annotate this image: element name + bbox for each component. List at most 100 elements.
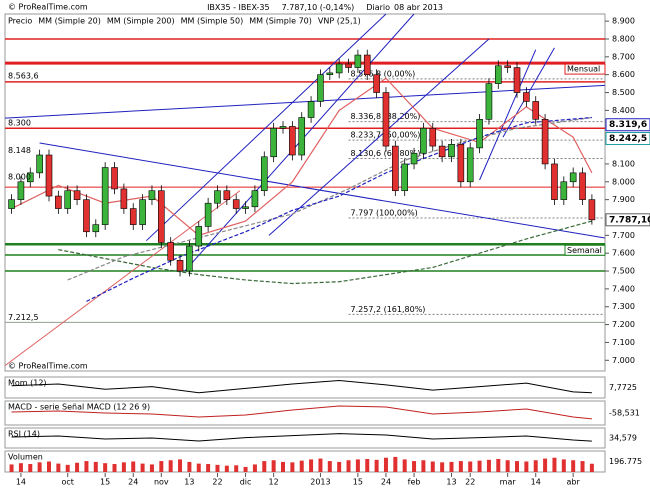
candle-body — [260, 156, 268, 192]
volume-bar — [131, 461, 136, 472]
indicator-value: 34,579 — [609, 434, 637, 443]
volume-bar — [281, 461, 286, 472]
fib-label: 7.797 (100,00%) — [351, 209, 418, 218]
candle-body — [158, 190, 165, 243]
volume-bar — [383, 457, 388, 472]
x-tick-label: 13 — [184, 478, 194, 487]
legend-entry: MM (Simple 50) — [181, 17, 244, 26]
x-tick-label: mar — [500, 478, 517, 487]
y-tick-label: 8.600 — [612, 70, 635, 79]
candle-body — [485, 83, 493, 120]
level-label: 8.563,6 — [8, 72, 39, 81]
candle-body — [8, 199, 15, 209]
candle-body — [26, 172, 34, 183]
volume-bar — [196, 463, 201, 472]
last-price: 7.787,10 (-0,14%) — [282, 3, 355, 12]
volume-bar — [524, 461, 529, 472]
y-tick-label: 8.900 — [612, 17, 635, 26]
volume-bar — [46, 461, 51, 472]
volume-bar — [9, 464, 14, 472]
indicator-line — [11, 405, 592, 420]
candle-body — [317, 74, 324, 102]
y-tick-label: 7.600 — [612, 249, 635, 258]
volume-bar — [421, 460, 426, 472]
level-label: 8.148 — [8, 146, 31, 155]
candle-body — [73, 190, 81, 200]
candle-body — [101, 167, 109, 225]
legend: Precio MM (Simple 20) MM (Simple 200) MM (S… — [8, 17, 361, 26]
candle-body — [167, 242, 174, 261]
candle-body — [129, 208, 137, 225]
x-tick-label: oct — [61, 478, 73, 487]
candle-body — [541, 119, 549, 165]
price-marker-box — [605, 213, 650, 227]
volume-bar — [149, 464, 154, 472]
candle-body — [420, 127, 427, 154]
candle-body — [579, 172, 586, 200]
y-tick-label: 7.900 — [612, 195, 635, 204]
volume-bar — [215, 464, 220, 472]
candle-body — [242, 206, 249, 209]
level-tag: Mensual — [567, 65, 600, 74]
candle-body — [45, 154, 53, 197]
indicator-line — [11, 433, 592, 442]
fib-label: 8.130,6 (61,80%) — [351, 149, 421, 158]
watermark: © ProRealTime.com — [8, 3, 88, 12]
volume-bar — [299, 460, 304, 472]
candle-body — [532, 101, 540, 120]
volume-bar — [65, 464, 70, 472]
price-marker-label: 8.242,5 — [609, 134, 647, 144]
x-tick-label: nov — [154, 478, 169, 487]
candle-body — [64, 190, 72, 209]
x-tick-label: 22 — [465, 478, 475, 487]
indicator-value: -58,531 — [609, 409, 640, 418]
volume-bar — [262, 461, 267, 472]
y-tick-label: 7.300 — [612, 302, 635, 311]
volume-bar — [552, 457, 557, 472]
indicator-value: 196.775 — [609, 457, 642, 466]
volume-bar — [374, 459, 379, 472]
volume-bar — [477, 460, 482, 472]
volume-bar — [224, 465, 229, 472]
x-tick-label: 24 — [381, 478, 391, 487]
candle-body — [204, 202, 212, 227]
volume-bar — [103, 463, 108, 472]
candle-body — [438, 145, 446, 158]
level-label: 7.212,5 — [8, 313, 39, 322]
legend-entry: MM (Simple 20) — [38, 17, 101, 26]
volume-bar — [580, 461, 585, 472]
volume-bar — [571, 460, 576, 472]
y-tick-label: 7.100 — [612, 338, 635, 347]
candle-body — [354, 54, 362, 68]
volume-bar — [93, 461, 98, 472]
candle-body — [289, 126, 296, 156]
x-tick-label: 22 — [212, 478, 222, 487]
volume-bar — [468, 461, 473, 472]
candle-body — [335, 63, 343, 74]
candle-body — [176, 260, 184, 272]
volume-bar — [84, 461, 89, 472]
x-tick-label: 14 — [531, 478, 541, 487]
moving-average — [86, 116, 592, 302]
candle-body — [270, 127, 277, 158]
volume-bar — [28, 464, 33, 472]
candle-body — [139, 199, 146, 225]
volume-bar — [393, 456, 398, 472]
candle-body — [457, 144, 465, 183]
level-label: 8.000 — [8, 172, 31, 181]
volume-bar — [159, 461, 164, 472]
candle-body — [504, 65, 511, 68]
header: IBX35 - IBEX-35 7.787,10 (-0,14%) Diario 08… — [207, 3, 443, 12]
x-tick-label: 14 — [16, 478, 26, 487]
trend-line — [4, 190, 241, 367]
period: Diario — [366, 3, 390, 12]
y-tick-label: 7.000 — [612, 356, 635, 365]
candle-body — [448, 144, 455, 158]
moving-average — [58, 220, 593, 285]
candle-body — [214, 190, 221, 204]
y-tick-label: 8.500 — [612, 88, 635, 97]
price-marker-label: 8.319,6 — [609, 120, 647, 130]
candle-body — [588, 199, 596, 221]
volume-bar — [243, 466, 248, 472]
